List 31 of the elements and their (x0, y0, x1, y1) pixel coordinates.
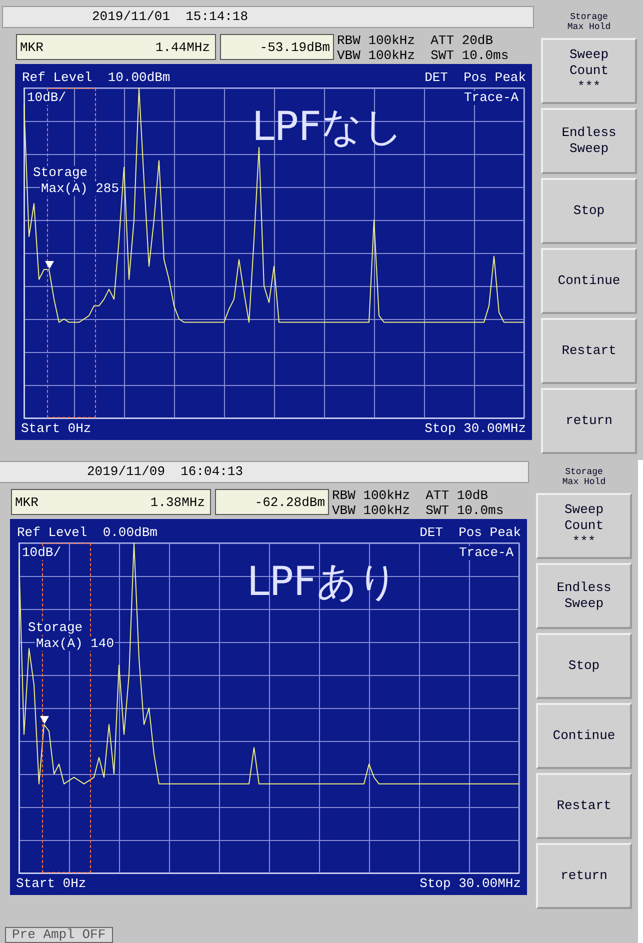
annotation: 10dB/ (26, 90, 68, 105)
text: Ref Level 10.00dBm (22, 70, 170, 85)
text: 1.38MHz (150, 495, 205, 510)
text: Ref Level 0.00dBm (17, 525, 158, 540)
annotation: Max(A) 285 (40, 181, 120, 196)
text: -62.28dBm (254, 495, 325, 510)
annotation: Trace-A (458, 545, 515, 560)
text: VBW 100kHz SWT 10.0ms (332, 503, 504, 518)
text: DET Pos Peak (424, 70, 526, 85)
text: VBW 100kHz SWT 10.0ms (337, 48, 509, 63)
text: DET Pos Peak (418, 525, 521, 540)
text: Storage Max Hold (561, 466, 607, 489)
text: RBW 100kHz ATT 20dB (337, 33, 494, 48)
annotation: Storage (27, 620, 84, 635)
text: Start 0Hz (21, 421, 92, 436)
text: Stop 30.00MHz (418, 876, 521, 891)
text: Pre Ampl OFF (5, 927, 113, 943)
annotation: 10dB/ (21, 545, 62, 560)
annotation: Max(A) 140 (35, 636, 116, 651)
text: MKR (20, 40, 44, 55)
text: Storage Max Hold (566, 11, 612, 34)
text: -53.19dBm (258, 40, 330, 55)
annotation: Storage (32, 165, 89, 180)
text: 1.44MHz (155, 40, 210, 55)
text: Start 0Hz (16, 876, 86, 891)
text: Stop 30.00MHz (424, 421, 526, 436)
text: 2019/11/01 15:14:18 (92, 9, 248, 24)
text: RBW 100kHz ATT 10dB (332, 488, 488, 503)
annotation: Trace-A (463, 90, 520, 105)
text: MKR (15, 495, 38, 510)
text: 2019/11/09 16:04:13 (87, 464, 244, 479)
